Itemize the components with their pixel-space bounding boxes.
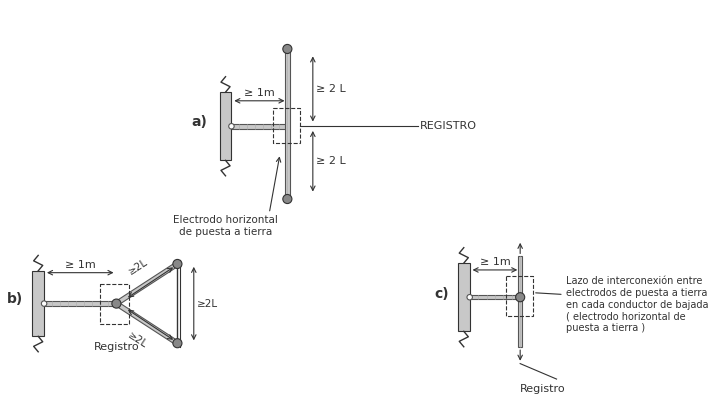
Circle shape (516, 293, 525, 302)
Bar (44, 301, 117, 306)
Text: b): b) (7, 292, 24, 306)
Circle shape (112, 299, 121, 308)
Text: Lazo de interconexión entre
electrodos de puesta a tierra
en cada conductor de b: Lazo de interconexión entre electrodos d… (566, 276, 708, 333)
Bar (32, 271, 44, 336)
Circle shape (173, 260, 182, 269)
Bar (285, 49, 289, 199)
Bar (469, 295, 520, 300)
Text: ≥ 2 L: ≥ 2 L (317, 156, 346, 166)
Bar (458, 263, 469, 331)
Circle shape (283, 44, 292, 54)
Bar (505, 276, 533, 316)
Text: ≥ 1m: ≥ 1m (244, 88, 275, 98)
Bar (115, 262, 179, 305)
Text: ≥2L: ≥2L (126, 331, 149, 351)
Bar (115, 302, 179, 345)
Bar (100, 283, 129, 323)
Text: ≥2L: ≥2L (126, 257, 149, 276)
Text: c): c) (435, 288, 449, 302)
Bar (518, 256, 523, 347)
Circle shape (283, 194, 292, 204)
Text: Electrodo horizontal
de puesta a tierra: Electrodo horizontal de puesta a tierra (173, 215, 278, 237)
Circle shape (229, 124, 234, 129)
Text: a): a) (191, 115, 207, 129)
Text: REGISTRO: REGISTRO (420, 121, 477, 131)
Circle shape (467, 295, 472, 300)
Bar (273, 108, 300, 143)
Bar (231, 124, 287, 129)
Circle shape (173, 339, 182, 348)
Text: ≥ 1m: ≥ 1m (65, 260, 96, 270)
Text: ≥2L: ≥2L (197, 299, 217, 309)
Text: ≥ 1m: ≥ 1m (480, 257, 510, 267)
Bar (220, 92, 231, 160)
Text: ≥ 2 L: ≥ 2 L (317, 84, 346, 94)
Text: Registro: Registro (520, 384, 566, 393)
Circle shape (41, 301, 47, 306)
Text: Registro: Registro (94, 342, 139, 352)
